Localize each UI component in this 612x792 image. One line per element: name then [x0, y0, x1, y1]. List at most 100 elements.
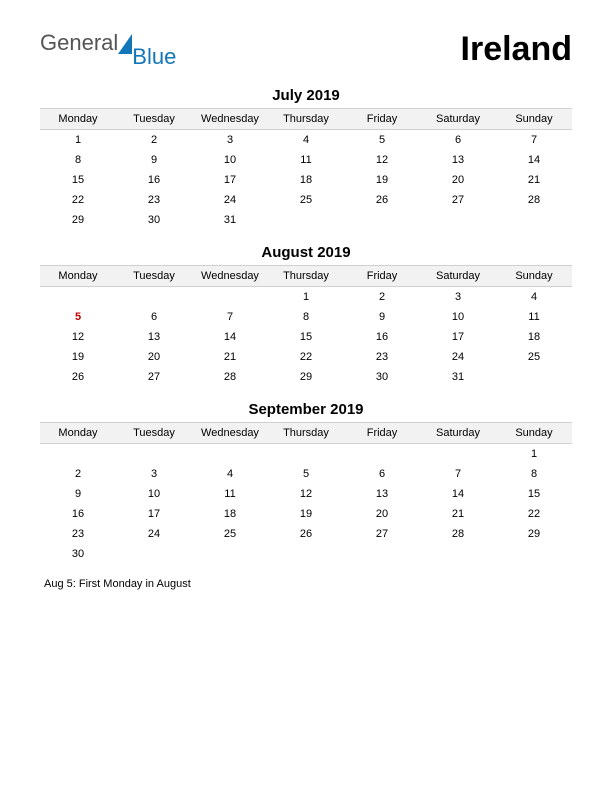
calendar-cell: 16	[40, 504, 116, 524]
weekday-header: Sunday	[496, 266, 572, 287]
calendar-row: 1	[40, 444, 572, 465]
calendar-cell: 18	[268, 170, 344, 190]
calendar-cell	[116, 287, 192, 308]
calendar-cell: 5	[40, 307, 116, 327]
calendar-cell: 6	[420, 130, 496, 151]
calendar-cell: 28	[192, 367, 268, 387]
calendar-cell: 11	[496, 307, 572, 327]
calendar-cell: 11	[268, 150, 344, 170]
calendar-cell: 9	[116, 150, 192, 170]
weekday-header: Saturday	[420, 423, 496, 444]
weekday-header: Monday	[40, 109, 116, 130]
calendar-cell: 19	[40, 347, 116, 367]
calendar-row: 19202122232425	[40, 347, 572, 367]
calendar-row: 1234	[40, 287, 572, 308]
calendar-row: 16171819202122	[40, 504, 572, 524]
calendar-cell	[40, 444, 116, 465]
weekday-header: Friday	[344, 423, 420, 444]
month-title: July 2019	[40, 87, 572, 104]
calendar-cell: 19	[344, 170, 420, 190]
calendar-cell: 24	[192, 190, 268, 210]
calendar-cell: 4	[268, 130, 344, 151]
calendar-cell: 8	[268, 307, 344, 327]
logo: General Blue	[40, 30, 178, 54]
calendar-row: 22232425262728	[40, 190, 572, 210]
calendar-cell: 17	[192, 170, 268, 190]
calendar-cell: 8	[40, 150, 116, 170]
calendar-cell: 13	[116, 327, 192, 347]
calendar-row: 262728293031	[40, 367, 572, 387]
calendar-cell	[116, 444, 192, 465]
calendar-cell: 25	[496, 347, 572, 367]
calendar-cell	[420, 210, 496, 230]
calendar-row: 891011121314	[40, 150, 572, 170]
calendar-cell: 14	[496, 150, 572, 170]
calendar-cell: 2	[344, 287, 420, 308]
weekday-header: Wednesday	[192, 423, 268, 444]
calendar-cell: 9	[40, 484, 116, 504]
calendar-cell: 26	[268, 524, 344, 544]
weekday-header: Tuesday	[116, 266, 192, 287]
calendar-cell: 16	[344, 327, 420, 347]
header: General Blue Ireland	[40, 30, 572, 69]
calendar-table: MondayTuesdayWednesdayThursdayFridaySatu…	[40, 108, 572, 230]
calendar-cell: 15	[496, 484, 572, 504]
calendar-cell: 25	[192, 524, 268, 544]
weekday-header: Thursday	[268, 109, 344, 130]
calendar-cell: 10	[192, 150, 268, 170]
calendar-cell: 2	[116, 130, 192, 151]
calendar-cell: 6	[344, 464, 420, 484]
calendar-cell: 2	[40, 464, 116, 484]
calendar-cell: 10	[116, 484, 192, 504]
calendar-cell: 28	[496, 190, 572, 210]
calendar-cell: 23	[344, 347, 420, 367]
calendar-cell: 29	[40, 210, 116, 230]
calendar-cell: 3	[192, 130, 268, 151]
calendar-cell	[496, 544, 572, 564]
calendar-cell: 7	[496, 130, 572, 151]
calendar-cell: 11	[192, 484, 268, 504]
calendar-cell: 10	[420, 307, 496, 327]
calendar-cell: 22	[268, 347, 344, 367]
calendar-cell: 6	[116, 307, 192, 327]
calendar-cell: 14	[420, 484, 496, 504]
calendar-cell	[268, 444, 344, 465]
calendar-cell: 1	[496, 444, 572, 465]
weekday-header: Wednesday	[192, 109, 268, 130]
calendar-cell: 22	[40, 190, 116, 210]
calendar-cell	[344, 210, 420, 230]
calendar-cell: 21	[192, 347, 268, 367]
calendar-row: 23242526272829	[40, 524, 572, 544]
calendar-cell	[268, 544, 344, 564]
calendar-cell: 1	[268, 287, 344, 308]
calendar-cell: 3	[116, 464, 192, 484]
calendar-cell: 18	[192, 504, 268, 524]
calendar-cell: 30	[40, 544, 116, 564]
calendar-cell: 20	[344, 504, 420, 524]
calendar-cell: 13	[344, 484, 420, 504]
weekday-header: Thursday	[268, 423, 344, 444]
calendar-cell: 15	[268, 327, 344, 347]
calendar-cell: 4	[192, 464, 268, 484]
calendar-cell: 19	[268, 504, 344, 524]
calendar-row: 15161718192021	[40, 170, 572, 190]
weekday-header: Sunday	[496, 423, 572, 444]
calendar-cell: 27	[420, 190, 496, 210]
calendar-cell: 23	[116, 190, 192, 210]
calendar-cell: 21	[496, 170, 572, 190]
month-block: September 2019MondayTuesdayWednesdayThur…	[40, 401, 572, 564]
calendar-cell: 22	[496, 504, 572, 524]
calendar-cell: 31	[192, 210, 268, 230]
months-container: July 2019MondayTuesdayWednesdayThursdayF…	[40, 87, 572, 564]
calendar-cell	[268, 210, 344, 230]
logo-word-general: General	[40, 32, 118, 54]
month-title: September 2019	[40, 401, 572, 418]
calendar-row: 30	[40, 544, 572, 564]
calendar-row: 9101112131415	[40, 484, 572, 504]
calendar-cell	[192, 544, 268, 564]
calendar-cell	[344, 444, 420, 465]
calendar-cell	[344, 544, 420, 564]
calendar-row: 567891011	[40, 307, 572, 327]
calendar-cell: 27	[116, 367, 192, 387]
calendar-row: 2345678	[40, 464, 572, 484]
